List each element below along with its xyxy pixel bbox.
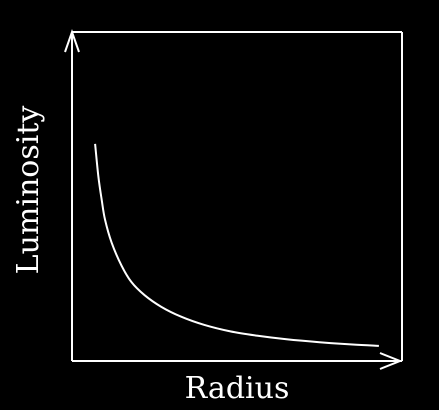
- y-axis-title: Luminosity: [11, 106, 46, 275]
- y-axis-arrowhead: [64, 28, 80, 53]
- luminosity-radius-curve: [94, 143, 379, 347]
- x-axis-title: Radius: [185, 371, 290, 406]
- x-axis-arrowhead: [379, 352, 403, 370]
